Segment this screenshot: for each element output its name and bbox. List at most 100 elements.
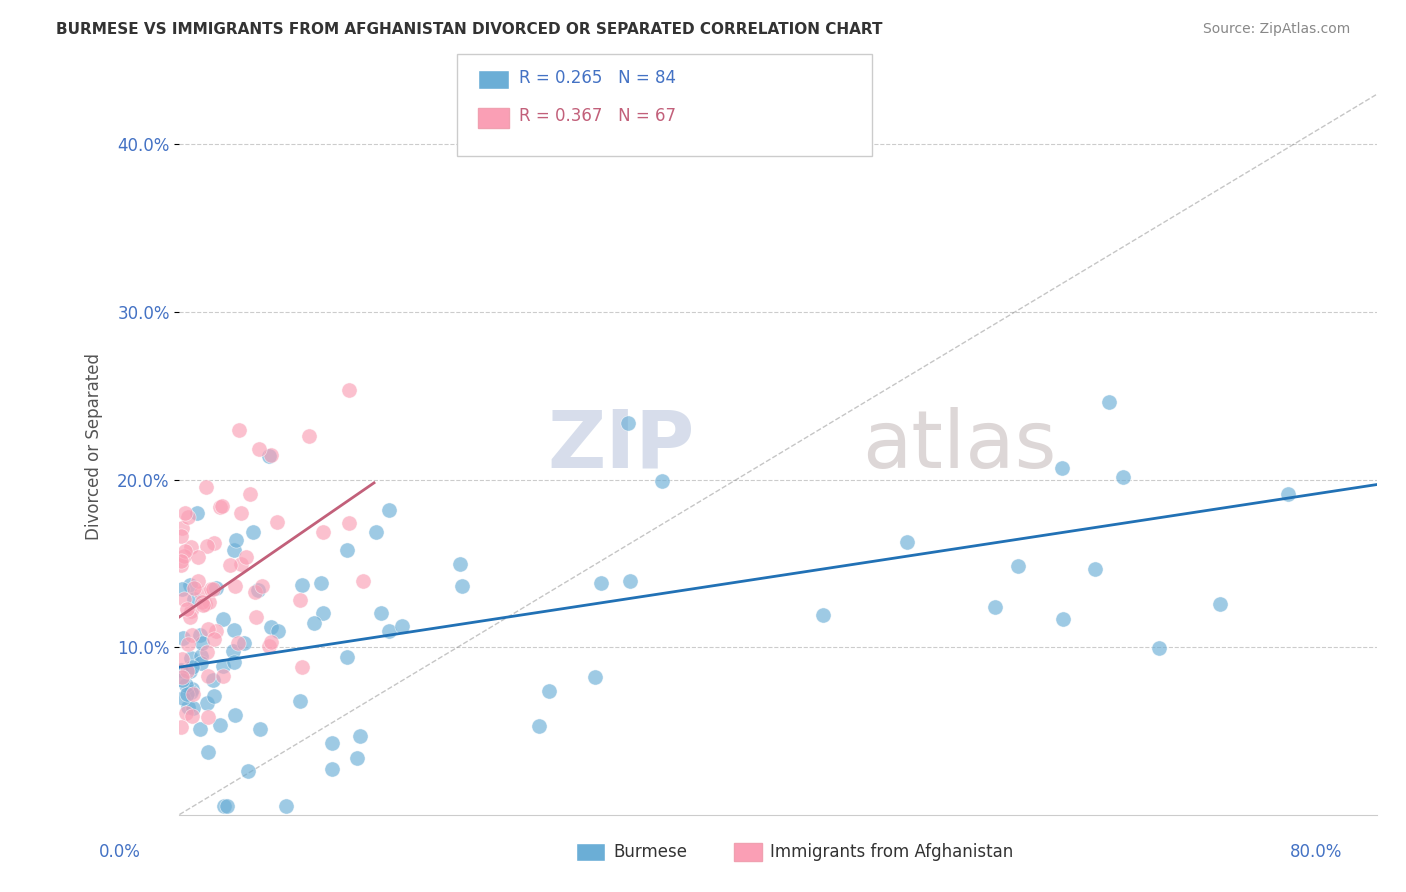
Point xyxy=(260,635,283,649)
Point xyxy=(247,582,270,597)
Point xyxy=(197,710,219,724)
Point xyxy=(187,574,209,589)
Point xyxy=(170,673,193,687)
Point xyxy=(312,525,335,540)
Point xyxy=(226,636,249,650)
Point xyxy=(212,799,235,814)
Point xyxy=(257,640,280,654)
Point xyxy=(984,599,1007,614)
Point xyxy=(617,416,640,430)
Point xyxy=(619,574,641,588)
Point xyxy=(288,694,311,708)
Point xyxy=(191,594,214,608)
Point xyxy=(291,659,314,673)
Text: Immigrants from Afghanistan: Immigrants from Afghanistan xyxy=(770,843,1014,861)
Point xyxy=(1147,641,1170,656)
Point xyxy=(266,515,288,529)
Point xyxy=(211,668,233,682)
Point xyxy=(195,539,218,553)
Point xyxy=(352,574,374,588)
Point xyxy=(229,557,252,571)
Point xyxy=(276,799,298,814)
Point xyxy=(1007,559,1029,574)
Point xyxy=(377,624,399,638)
Point xyxy=(242,525,264,540)
Text: 0.0%: 0.0% xyxy=(98,843,141,861)
Point xyxy=(1277,487,1299,501)
Point xyxy=(170,652,193,666)
Y-axis label: Divorced or Separated: Divorced or Separated xyxy=(86,352,103,540)
Point xyxy=(312,606,335,620)
Point xyxy=(172,691,194,706)
Point xyxy=(202,536,225,550)
Point xyxy=(811,608,834,623)
Point xyxy=(180,651,202,665)
Point xyxy=(1098,395,1121,409)
Point xyxy=(249,442,271,456)
Point xyxy=(211,500,233,514)
Point xyxy=(180,685,202,699)
Point xyxy=(180,682,202,697)
Point xyxy=(170,670,193,684)
Point xyxy=(195,697,218,711)
Point xyxy=(173,549,195,563)
Point xyxy=(195,479,218,493)
Point xyxy=(337,384,360,398)
Point xyxy=(174,678,197,692)
Point xyxy=(170,554,193,568)
Point xyxy=(177,510,200,524)
Point xyxy=(170,558,193,573)
Point xyxy=(235,550,257,565)
Point xyxy=(245,585,267,599)
Point xyxy=(222,644,245,658)
Text: R = 0.367   N = 67: R = 0.367 N = 67 xyxy=(519,107,676,125)
Point xyxy=(219,558,242,572)
Point xyxy=(336,543,359,558)
Point xyxy=(537,684,560,698)
Point xyxy=(346,751,368,765)
Point xyxy=(183,581,205,595)
Point xyxy=(190,585,212,599)
Point xyxy=(179,610,201,624)
Point xyxy=(229,506,252,520)
Point xyxy=(224,708,246,723)
Point xyxy=(200,582,222,597)
Point xyxy=(172,631,194,645)
Point xyxy=(195,645,218,659)
Point xyxy=(181,687,204,701)
Point xyxy=(202,673,225,687)
Point xyxy=(238,764,260,778)
Point xyxy=(190,649,212,664)
Point xyxy=(172,521,194,535)
Point xyxy=(224,579,246,593)
Point xyxy=(336,650,359,665)
Point xyxy=(896,535,918,549)
Point xyxy=(197,595,219,609)
Point xyxy=(211,612,233,626)
Text: R = 0.265   N = 84: R = 0.265 N = 84 xyxy=(519,69,676,87)
Point xyxy=(451,579,474,593)
Point xyxy=(321,736,343,750)
Point xyxy=(180,709,202,723)
Point xyxy=(176,601,198,615)
Point xyxy=(176,665,198,679)
Point xyxy=(222,542,245,557)
Point xyxy=(202,689,225,703)
Point xyxy=(190,657,212,671)
Point xyxy=(205,581,228,595)
Point xyxy=(191,636,214,650)
Point xyxy=(193,597,215,611)
Point xyxy=(174,706,197,720)
Point xyxy=(228,423,250,437)
Point xyxy=(298,429,321,443)
Point xyxy=(197,745,219,759)
Point xyxy=(349,729,371,743)
Text: ZIP: ZIP xyxy=(547,407,695,485)
Point xyxy=(180,660,202,674)
Point xyxy=(260,620,283,634)
Point xyxy=(180,604,202,618)
Point xyxy=(589,575,612,590)
Point xyxy=(233,636,256,650)
Point xyxy=(215,799,238,814)
Point xyxy=(1052,612,1074,626)
